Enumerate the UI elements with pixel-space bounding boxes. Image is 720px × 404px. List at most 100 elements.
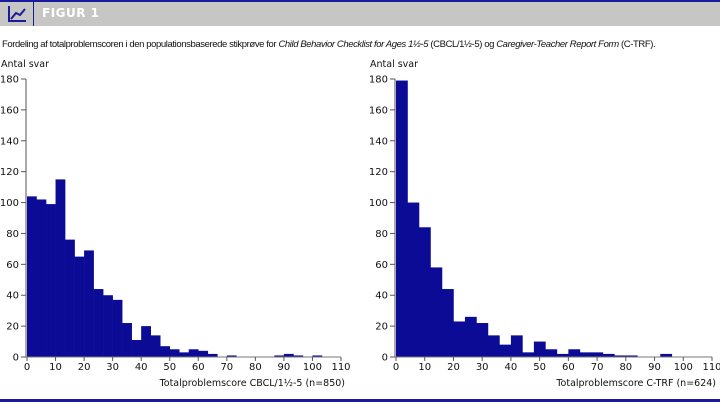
histogram-bar	[27, 196, 37, 357]
histogram-bar	[65, 239, 75, 357]
histogram-bar	[476, 323, 489, 357]
caption-text: Fordeling af totalproblemscoren i den po…	[2, 39, 279, 50]
histogram-bar	[312, 355, 323, 357]
histogram-bar	[430, 267, 443, 357]
y-tick-label: 40	[375, 291, 388, 302]
histogram-bar	[510, 335, 523, 357]
y-tick-label: 80	[375, 229, 388, 240]
histogram-bar	[122, 323, 132, 357]
x-tick-label: 80	[619, 362, 632, 373]
histogram-bar	[396, 80, 408, 358]
histogram-bar	[131, 340, 142, 357]
x-tick-label: 0	[24, 362, 30, 373]
histogram-bar	[84, 250, 94, 357]
histogram-bar	[188, 349, 199, 357]
histogram-bar	[568, 349, 581, 357]
x-tick-label: 110	[702, 362, 720, 373]
y-tick-label: 140	[369, 136, 388, 147]
histogram-bar	[591, 352, 604, 357]
x-axis-label: Totalproblemscore C-TRF (n=624)	[555, 378, 716, 389]
y-tick-label: 180	[369, 75, 388, 86]
header-divider	[33, 2, 34, 26]
chart-1: 0 20 40 60 80 100 120 140 160 180 0 10 20 30 40 50 60 70 8…	[369, 59, 720, 389]
x-axis-label: Totalproblemscore CBCL/1½-5 (n=850)	[159, 378, 345, 389]
y-tick-label: 80	[6, 229, 19, 240]
histogram-bar	[207, 353, 218, 357]
y-axis-label: Antal svar	[370, 59, 418, 70]
histogram-bar	[407, 202, 420, 357]
histogram-bar	[499, 344, 512, 357]
y-tick-label: 180	[0, 75, 19, 86]
x-tick-label: 10	[418, 362, 431, 373]
x-tick-label: 70	[591, 362, 604, 373]
figure-label: FIGUR 1	[42, 6, 100, 20]
histogram-bar	[625, 355, 638, 357]
histogram-bar	[614, 355, 627, 357]
x-tick-label: 70	[220, 362, 233, 373]
y-axis-label: Antal svar	[1, 59, 49, 70]
histogram-bar	[441, 289, 454, 357]
histogram-bar	[103, 295, 113, 357]
x-tick-label: 80	[249, 362, 262, 373]
caption-text: (CBCL/1½-5) og	[428, 39, 497, 50]
histogram-bar	[141, 326, 151, 357]
caption-text: (C-TRF).	[618, 39, 656, 50]
y-tick-label: 160	[0, 105, 19, 116]
histogram-bar	[579, 352, 592, 357]
x-tick-label: 60	[192, 362, 205, 373]
histogram-bar	[464, 316, 477, 357]
x-tick-label: 30	[106, 362, 119, 373]
histogram-bar	[487, 335, 500, 357]
histogram-bar	[602, 353, 615, 357]
x-tick-label: 50	[533, 362, 546, 373]
y-tick-label: 120	[369, 167, 388, 178]
histogram-bar	[93, 289, 104, 357]
x-tick-label: 30	[476, 362, 489, 373]
histogram-bar	[112, 299, 123, 357]
figure-header: FIGUR 1	[0, 2, 720, 26]
histogram-bar	[36, 199, 47, 357]
histogram-bar	[74, 256, 85, 357]
y-tick-label: 0	[382, 353, 388, 364]
histogram-bar	[46, 204, 56, 357]
x-tick-label: 0	[393, 362, 399, 373]
caption-cbcl-title: Child Behavior Checklist for Ages 1½-5	[278, 39, 429, 50]
histogram-bar	[556, 353, 569, 357]
y-tick-label: 160	[369, 105, 388, 116]
x-tick-label: 10	[49, 362, 62, 373]
y-tick-label: 100	[0, 198, 19, 209]
x-tick-label: 20	[78, 362, 91, 373]
histogram-bar	[533, 341, 546, 357]
x-tick-label: 90	[648, 362, 661, 373]
x-tick-label: 110	[331, 362, 350, 373]
y-tick-label: 60	[6, 260, 19, 271]
x-tick-label: 90	[278, 362, 291, 373]
x-tick-label: 50	[163, 362, 176, 373]
x-tick-label: 60	[562, 362, 575, 373]
histogram-bar	[226, 355, 237, 357]
top-rule	[0, 0, 720, 2]
histogram-bar	[198, 350, 209, 357]
y-tick-label: 40	[6, 291, 19, 302]
y-tick-label: 140	[0, 136, 19, 147]
figure-caption: Fordeling af totalproblemscoren i den po…	[2, 39, 718, 50]
x-tick-label: 100	[303, 362, 322, 373]
chart-0: 0 20 40 60 80 100 120 140 160 180 0 10 20 30 40 50 60 70 8…	[0, 59, 351, 389]
histogram-bar	[453, 321, 466, 357]
y-tick-label: 0	[13, 353, 19, 364]
histogram-bar	[522, 352, 535, 357]
y-tick-label: 60	[375, 260, 388, 271]
y-tick-label: 120	[0, 167, 19, 178]
y-tick-label: 100	[369, 198, 388, 209]
histogram-bar	[545, 349, 558, 357]
histogram-bar	[660, 353, 673, 357]
histogram-bar	[293, 355, 304, 357]
histogram-bar	[55, 179, 66, 357]
histogram-bar	[418, 227, 431, 357]
x-tick-label: 20	[447, 362, 460, 373]
y-tick-label: 20	[375, 322, 388, 333]
histogram-bar	[160, 346, 171, 357]
histogram-bar	[179, 352, 190, 357]
y-tick-label: 20	[6, 322, 19, 333]
